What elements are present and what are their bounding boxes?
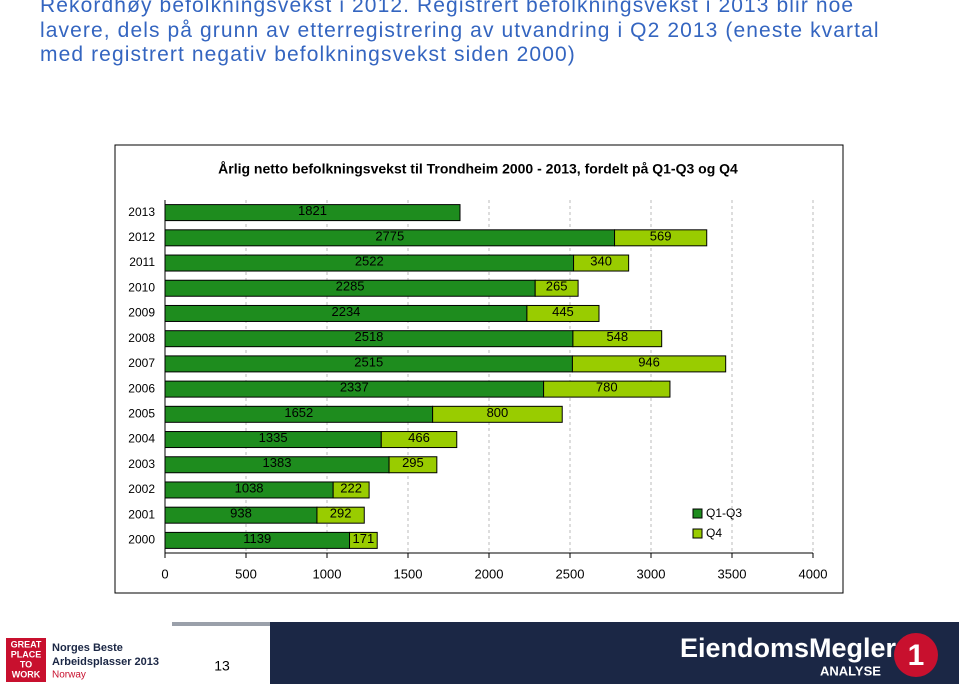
y-tick-label: 2007	[128, 356, 155, 370]
y-tick-label: 2012	[128, 230, 155, 244]
bar-segment	[316, 506, 365, 524]
award-word: GREAT	[11, 639, 42, 649]
bar-segment	[571, 355, 727, 373]
legend-swatch	[692, 528, 703, 539]
award-word: TO	[20, 659, 32, 669]
y-tick-label: 2011	[129, 255, 155, 269]
award-word: WORK	[12, 669, 41, 679]
x-tick-label: 3000	[637, 566, 666, 581]
x-tick-label: 1500	[394, 566, 423, 581]
x-tick-label: 1000	[313, 566, 342, 581]
y-tick-label: 2004	[128, 432, 155, 446]
y-tick-label: 2001	[128, 507, 155, 521]
value-label: 946	[638, 354, 660, 369]
bar-segment	[534, 279, 579, 297]
value-label: 2234	[331, 304, 360, 319]
y-tick-label: 2005	[128, 406, 155, 420]
value-label: 938	[230, 506, 252, 521]
award-text: Arbeidsplasser 2013	[52, 656, 159, 668]
x-tick-label: 2500	[556, 566, 585, 581]
value-label: 171	[353, 531, 375, 546]
value-label: 265	[546, 279, 568, 294]
value-label: 2515	[354, 354, 383, 369]
award-text: Norway	[52, 670, 86, 681]
value-label: 2285	[336, 279, 365, 294]
value-label: 2775	[375, 228, 404, 243]
value-label: 569	[650, 228, 672, 243]
bar-segment	[432, 405, 563, 423]
legend-label: Q4	[706, 526, 722, 540]
bar-segment	[614, 229, 708, 247]
award-text: Norges Beste	[52, 642, 123, 654]
value-label: 340	[590, 253, 612, 268]
value-label: 548	[606, 329, 628, 344]
bar-segment	[349, 531, 378, 549]
value-label: 1335	[259, 430, 288, 445]
value-label: 2522	[355, 253, 384, 268]
value-label: 1139	[243, 531, 271, 546]
x-tick-label: 0	[161, 566, 168, 581]
x-tick-label: 4000	[799, 566, 828, 581]
bar-segment	[573, 254, 630, 272]
legend-swatch	[692, 508, 703, 519]
value-label: 445	[552, 304, 574, 319]
bar-segment	[543, 380, 671, 398]
y-tick-label: 2013	[128, 205, 155, 219]
x-tick-label: 2000	[475, 566, 504, 581]
bar-segment	[526, 304, 600, 322]
footer-rule	[172, 622, 270, 626]
bar-segment	[572, 330, 663, 348]
page-number: 13	[214, 658, 230, 674]
x-tick-label: 3500	[718, 566, 747, 581]
bar-segment	[332, 481, 370, 499]
y-tick-label: 2000	[128, 533, 155, 547]
brand-mark-text: 1	[908, 639, 925, 672]
bar-segment	[380, 431, 458, 449]
brand-sub: ANALYSE	[820, 663, 881, 678]
value-label: 1821	[298, 203, 327, 218]
value-label: 222	[340, 480, 362, 495]
value-label: 1652	[284, 405, 313, 420]
bar-segment	[164, 204, 461, 222]
brand-mark	[894, 633, 938, 677]
y-tick-label: 2008	[128, 331, 155, 345]
legend-label: Q1-Q3	[706, 506, 742, 520]
value-label: 800	[487, 405, 509, 420]
x-tick-label: 500	[235, 566, 257, 581]
value-label: 2518	[354, 329, 383, 344]
value-label: 1383	[263, 455, 292, 470]
footer-band	[270, 622, 959, 684]
value-label: 780	[596, 380, 618, 395]
value-label: 295	[402, 455, 424, 470]
value-label: 292	[330, 506, 352, 521]
y-tick-label: 2010	[128, 280, 155, 294]
award-logo	[6, 638, 46, 682]
y-tick-label: 2002	[128, 482, 155, 496]
bar-segment	[388, 456, 438, 474]
y-tick-label: 2006	[128, 381, 155, 395]
brand: EiendomsMegler	[680, 633, 897, 663]
heading: Rekordhøy befolkningsvekst i 2012. Regis…	[40, 0, 880, 66]
value-label: 1038	[235, 480, 264, 495]
chart-title: Årlig netto befolkningsvekst til Trondhe…	[218, 161, 738, 177]
y-tick-label: 2003	[128, 457, 155, 471]
award-word: PLACE	[11, 649, 42, 659]
value-label: 466	[408, 430, 430, 445]
y-tick-label: 2009	[128, 306, 155, 320]
value-label: 2337	[340, 380, 369, 395]
